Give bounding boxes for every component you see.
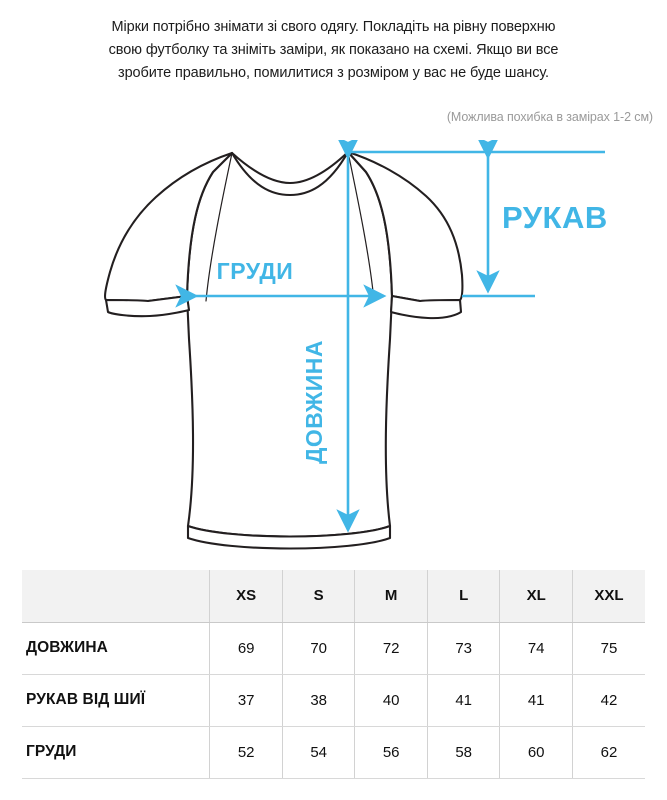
cell-chest-l: 58 <box>427 726 501 779</box>
size-header-m: M <box>354 570 428 623</box>
cell-length-xl: 74 <box>499 622 573 675</box>
table-corner-cell <box>22 570 211 623</box>
cell-sleeve-xxl: 42 <box>572 674 645 727</box>
chest-label: ГРУДИ <box>217 258 294 284</box>
size-header-xl: XL <box>499 570 573 623</box>
intro-text-block: Мірки потрібно знімати зі свого одягу. П… <box>0 16 667 85</box>
cell-sleeve-m: 40 <box>354 674 428 727</box>
cell-sleeve-l: 41 <box>427 674 501 727</box>
size-header-l: L <box>427 570 501 623</box>
intro-line-2: свою футболку та зніміть заміри, як пока… <box>108 42 559 58</box>
length-label: ДОВЖИНА <box>301 340 327 464</box>
cell-sleeve-s: 38 <box>282 674 356 727</box>
tshirt-measurement-diagram: РУКАВ ГРУДИ ДОВЖИНА <box>0 140 667 555</box>
table-row: ДОВЖИНА 69 70 72 73 74 75 <box>22 622 645 675</box>
cell-chest-xxl: 62 <box>572 726 645 779</box>
cell-chest-m: 56 <box>354 726 428 779</box>
cell-chest-xl: 60 <box>499 726 573 779</box>
cell-length-xs: 69 <box>209 622 283 675</box>
size-header-xs: XS <box>209 570 283 623</box>
intro-line-1: Мірки потрібно знімати зі свого одягу. П… <box>111 19 556 35</box>
tshirt-outline-icon <box>104 150 464 550</box>
cell-sleeve-xl: 41 <box>499 674 573 727</box>
size-chart-table: XS S M L XL XXL ДОВЖИНА 69 70 72 73 74 7… <box>22 570 645 779</box>
neckline-curve <box>230 150 350 197</box>
intro-line-3: зробите правильно, помилитися з розміром… <box>118 65 549 81</box>
cell-length-xxl: 75 <box>572 622 645 675</box>
row-label-chest: ГРУДИ <box>22 726 211 779</box>
measurement-tolerance-note: (Можлива похибка в замірах 1-2 см) <box>446 110 653 124</box>
table-row: ГРУДИ 52 54 56 58 60 62 <box>22 726 645 779</box>
cell-chest-xs: 52 <box>209 726 283 779</box>
table-row: РУКАВ ВІД ШИЇ 37 38 40 41 41 42 <box>22 674 645 727</box>
cell-length-m: 72 <box>354 622 428 675</box>
cell-sleeve-xs: 37 <box>209 674 283 727</box>
cell-length-s: 70 <box>282 622 356 675</box>
row-label-length: ДОВЖИНА <box>22 622 211 675</box>
size-header-xxl: XXL <box>572 570 645 623</box>
row-label-sleeve-from-neck: РУКАВ ВІД ШИЇ <box>22 674 211 727</box>
sleeve-label: РУКАВ <box>502 200 608 235</box>
cell-length-l: 73 <box>427 622 501 675</box>
size-header-s: S <box>282 570 356 623</box>
cell-chest-s: 54 <box>282 726 356 779</box>
table-header-row: XS S M L XL XXL <box>22 570 645 623</box>
